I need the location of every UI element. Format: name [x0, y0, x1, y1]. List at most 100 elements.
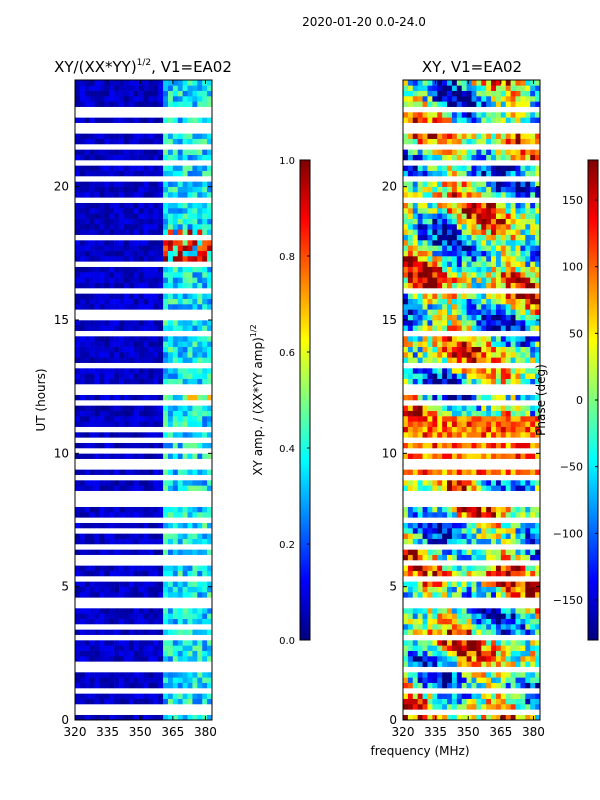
heatmap-cell [481, 592, 487, 598]
heatmap-cell [75, 629, 81, 635]
heatmap-cell [75, 250, 81, 257]
heatmap-cell [422, 442, 428, 449]
heatmap-cell [192, 117, 198, 123]
heatmap-cell [510, 528, 516, 534]
heatmap-cell [79, 661, 86, 667]
heatmap-cell [133, 522, 139, 529]
heatmap-cell [456, 490, 463, 497]
heatmap-cell [99, 304, 105, 310]
heatmap-cell [437, 474, 443, 481]
heatmap-cell [104, 416, 110, 422]
heatmap-cell [495, 618, 502, 625]
heatmap-cell [505, 666, 511, 673]
heatmap-cell [437, 490, 443, 497]
heatmap-cell [481, 698, 487, 705]
heatmap-cell [515, 448, 521, 454]
heatmap-cell [163, 352, 169, 358]
heatmap-cell [153, 144, 159, 150]
heatmap-cell [427, 538, 433, 545]
heatmap-cell [123, 304, 130, 310]
heatmap-cell [133, 538, 139, 545]
heatmap-cell [158, 416, 164, 422]
heatmap-cell [495, 453, 502, 459]
heatmap-cell [153, 240, 159, 246]
heatmap-cell [79, 480, 86, 486]
heatmap-cell [167, 90, 174, 97]
heatmap-cell [167, 677, 174, 683]
heatmap-cell [500, 522, 507, 529]
heatmap-cell [417, 570, 423, 577]
heatmap-cell [148, 128, 154, 134]
heatmap-cell [94, 682, 100, 689]
heatmap-cell [167, 314, 174, 321]
heatmap-cell [163, 192, 169, 198]
heatmap-cell [451, 512, 458, 518]
heatmap-cell [94, 224, 100, 230]
heatmap-cell [510, 544, 516, 550]
heatmap-cell [495, 576, 502, 582]
heatmap-cell [128, 410, 135, 417]
heatmap-cell [138, 645, 144, 651]
heatmap-cell [89, 528, 95, 534]
heatmap-cell [153, 320, 159, 326]
heatmap-cell [172, 714, 179, 721]
heatmap-cell [530, 506, 536, 513]
heatmap-cell [491, 533, 497, 539]
heatmap-cell [79, 704, 86, 710]
heatmap-cell [148, 656, 154, 662]
heatmap-cell [163, 661, 169, 667]
heatmap-cell [202, 405, 208, 411]
heatmap-cell [202, 496, 208, 502]
heatmap-cell [119, 288, 125, 294]
heatmap-cell [163, 613, 169, 619]
heatmap-cell [407, 437, 414, 443]
heatmap-cell [123, 149, 130, 155]
heatmap-cell [197, 709, 203, 715]
heatmap-cell [515, 602, 521, 609]
heatmap-cell [104, 613, 110, 619]
heatmap-cell [84, 400, 90, 406]
heatmap-cell [148, 448, 154, 454]
heatmap-cell [407, 618, 414, 625]
heatmap-cell [207, 538, 213, 545]
heatmap-cell [75, 693, 81, 699]
heatmap-cell [109, 618, 115, 625]
heatmap-cell [412, 656, 418, 662]
heatmap-cell [104, 586, 110, 593]
heatmap-cell [177, 416, 183, 422]
heatmap-cell [104, 634, 110, 641]
heatmap-cell [75, 533, 81, 539]
heatmap-cell [138, 634, 144, 641]
heatmap-cell [182, 288, 188, 294]
heatmap-cell [84, 218, 90, 225]
heatmap-cell [99, 480, 105, 486]
heatmap-cell [177, 400, 183, 406]
heatmap-cell [75, 698, 81, 705]
heatmap-cell [422, 437, 428, 443]
heatmap-cell [89, 554, 95, 561]
heatmap-cell [163, 453, 169, 459]
heatmap-cell [172, 666, 179, 673]
heatmap-cell [432, 592, 438, 598]
heatmap-cell [422, 624, 428, 630]
heatmap-cell [207, 298, 213, 305]
heatmap-cell [79, 549, 86, 555]
heatmap-cell [163, 602, 169, 609]
heatmap-cell [427, 480, 433, 486]
heatmap-cell [123, 597, 130, 603]
heatmap-cell [104, 85, 110, 91]
heatmap-cell [481, 528, 487, 534]
heatmap-cell [505, 650, 511, 657]
heatmap-cell [153, 608, 159, 614]
heatmap-cell [138, 629, 144, 635]
heatmap-cell [187, 117, 193, 123]
heatmap-cell [461, 506, 467, 513]
heatmap-cell [158, 224, 164, 230]
heatmap-cell [167, 602, 174, 609]
heatmap-cell [461, 469, 467, 475]
heatmap-cell [153, 576, 159, 582]
heatmap-cell [197, 144, 203, 150]
heatmap-cell [530, 560, 536, 566]
heatmap-cell [442, 570, 448, 577]
heatmap-cell [153, 176, 159, 182]
